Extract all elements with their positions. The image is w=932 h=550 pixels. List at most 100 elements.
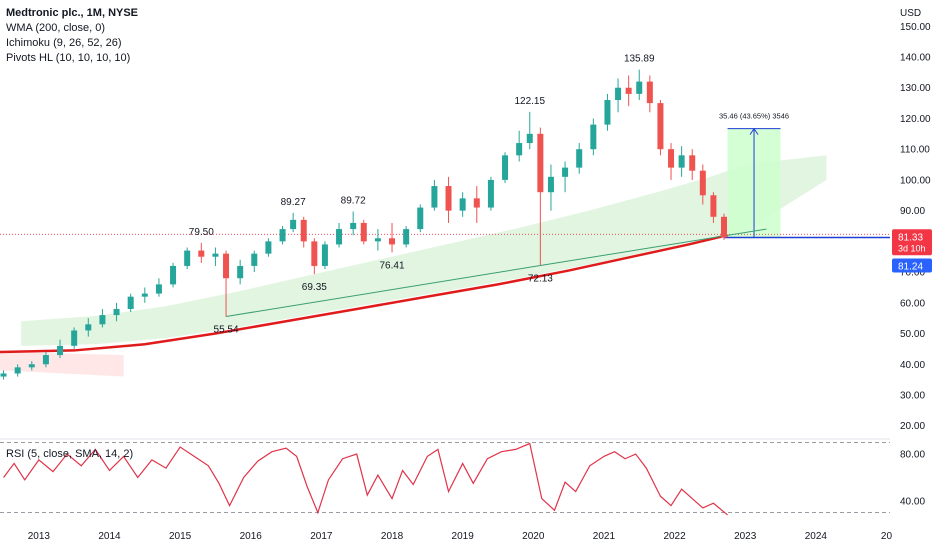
candle-body-18 — [251, 253, 258, 266]
pivot-label-2: 89.27 — [281, 197, 306, 208]
indicator-pivots[interactable]: Pivots HL (10, 10, 10, 10) — [6, 52, 131, 64]
candle-body-29 — [389, 238, 396, 245]
y-tick-10: 120.00 — [900, 114, 931, 125]
candle-body-32 — [431, 186, 438, 208]
x-tick-6: 2019 — [452, 531, 475, 542]
candle-body-43 — [576, 149, 583, 168]
candle-body-31 — [417, 207, 424, 230]
rsi-legend[interactable]: RSI (5, close, SMA, 14, 2) — [6, 448, 134, 460]
price-tag-current-text: 81.33 — [898, 232, 923, 243]
candle-body-12 — [170, 265, 177, 285]
wma-line — [0, 234, 728, 354]
candle-body-26 — [350, 222, 357, 230]
y-tick-5: 70.00 — [900, 268, 925, 279]
candle-body-5 — [71, 330, 78, 346]
pivot-labels: 79.50 55.54 89.27 69.35 89.72 76.41 122.15 72.1… — [189, 54, 655, 336]
candle-body-27 — [360, 222, 367, 242]
y-tick-11: 130.00 — [900, 83, 931, 94]
candle-body-38 — [516, 143, 523, 156]
x-tick-7: 2020 — [522, 531, 545, 542]
candle-body-50 — [657, 103, 664, 150]
candle-body-8 — [113, 308, 120, 316]
pivot-label-0: 79.50 — [189, 227, 214, 238]
y-tick-7: 90.00 — [900, 206, 925, 217]
rsi-pane — [0, 438, 890, 516]
x-tick-3: 2016 — [240, 531, 263, 542]
candle-body-45 — [604, 100, 611, 125]
candle-body-10 — [141, 293, 148, 297]
pivot-label-1: 55.54 — [214, 325, 239, 336]
price-tag-current — [892, 229, 932, 256]
y-tick-0: 20.00 — [900, 421, 925, 432]
candle-body-41 — [547, 176, 554, 193]
x-tick-1: 2014 — [98, 531, 121, 542]
candle-body-36 — [487, 179, 494, 208]
y-tick-9: 110.00 — [900, 145, 930, 156]
rsi-line — [3, 442, 728, 516]
pivot-label-7: 72.13 — [528, 274, 553, 285]
candle-body-6 — [85, 324, 92, 331]
wma-200-line — [0, 234, 728, 354]
candle-body-30 — [403, 229, 410, 245]
measure-arrowhead — [749, 127, 759, 135]
candle-body-33 — [445, 186, 452, 211]
ichimoku-cloud-green — [21, 155, 827, 346]
candle-body-48 — [636, 81, 643, 94]
x-tick-10: 2023 — [734, 531, 757, 542]
x-tick-12: 20 — [881, 531, 893, 542]
y-tick-12: 140.00 — [900, 53, 931, 64]
y-tick-8: 100.00 — [900, 175, 931, 186]
pivot-trendlines — [225, 228, 767, 318]
candle-body-0 — [0, 373, 7, 377]
candle-body-20 — [279, 229, 286, 242]
indicator-ichimoku[interactable]: Ichimoku (9, 26, 52, 26) — [6, 37, 122, 49]
candle-body-7 — [99, 315, 106, 325]
indicator-wma[interactable]: WMA (200, close, 0) — [6, 22, 106, 34]
candle-body-24 — [321, 244, 328, 266]
candle-body-40 — [537, 133, 544, 193]
candle-body-52 — [678, 155, 685, 168]
candle-body-16 — [223, 253, 230, 279]
candle-body-19 — [265, 241, 272, 254]
x-tick-4: 2017 — [310, 531, 333, 542]
candle-body-13 — [184, 250, 191, 266]
price-tag-countdown-text: 3d 10h — [898, 243, 926, 253]
x-tick-8: 2021 — [593, 531, 616, 542]
candle-body-17 — [237, 265, 244, 279]
candle-body-25 — [336, 229, 343, 245]
candle-body-23 — [311, 241, 318, 266]
y-tick-2: 40.00 — [900, 360, 925, 371]
candle-body-11 — [155, 284, 162, 294]
candle-body-4 — [57, 345, 64, 356]
axes: 20.00 30.00 40.00 50.00 60.00 70.00 80.00 90.00… — [28, 22, 932, 542]
candle-body-34 — [459, 198, 466, 211]
x-tick-9: 2022 — [663, 531, 686, 542]
y-tick-3: 50.00 — [900, 329, 925, 340]
x-tick-11: 2024 — [805, 531, 828, 542]
candle-body-21 — [290, 219, 297, 230]
price-tag-last — [892, 258, 932, 273]
rsi-tick-0: 40.00 — [900, 496, 925, 507]
candle-body-49 — [646, 81, 653, 104]
pivot-label-5: 76.41 — [380, 260, 405, 271]
candle-body-42 — [562, 167, 569, 177]
candle-body-46 — [615, 87, 622, 101]
candle-body-14 — [198, 250, 205, 257]
candle-body-2 — [28, 364, 35, 368]
measure-label: 35.46 (43.65%) 3546 — [719, 112, 789, 121]
candle-body-3 — [42, 355, 49, 365]
measure-tool[interactable]: 35.46 (43.65%) 3546 — [0, 112, 890, 239]
candle-body-22 — [300, 219, 307, 242]
chart-legend: Medtronic plc., 1M, NYSE WMA (200, close… — [6, 6, 138, 66]
price-tag-last-text: 81.24 — [898, 262, 923, 273]
pivot-label-3: 69.35 — [302, 282, 327, 293]
candle-body-35 — [473, 198, 480, 208]
trendline-0 — [225, 265, 541, 318]
y-tick-1: 30.00 — [900, 390, 925, 401]
candle-body-15 — [212, 253, 219, 257]
x-tick-2: 2015 — [169, 531, 192, 542]
ichimoku-cloud — [0, 155, 827, 377]
pivot-label-6: 122.15 — [514, 96, 545, 107]
rsi-tick-1: 80.00 — [900, 450, 925, 461]
